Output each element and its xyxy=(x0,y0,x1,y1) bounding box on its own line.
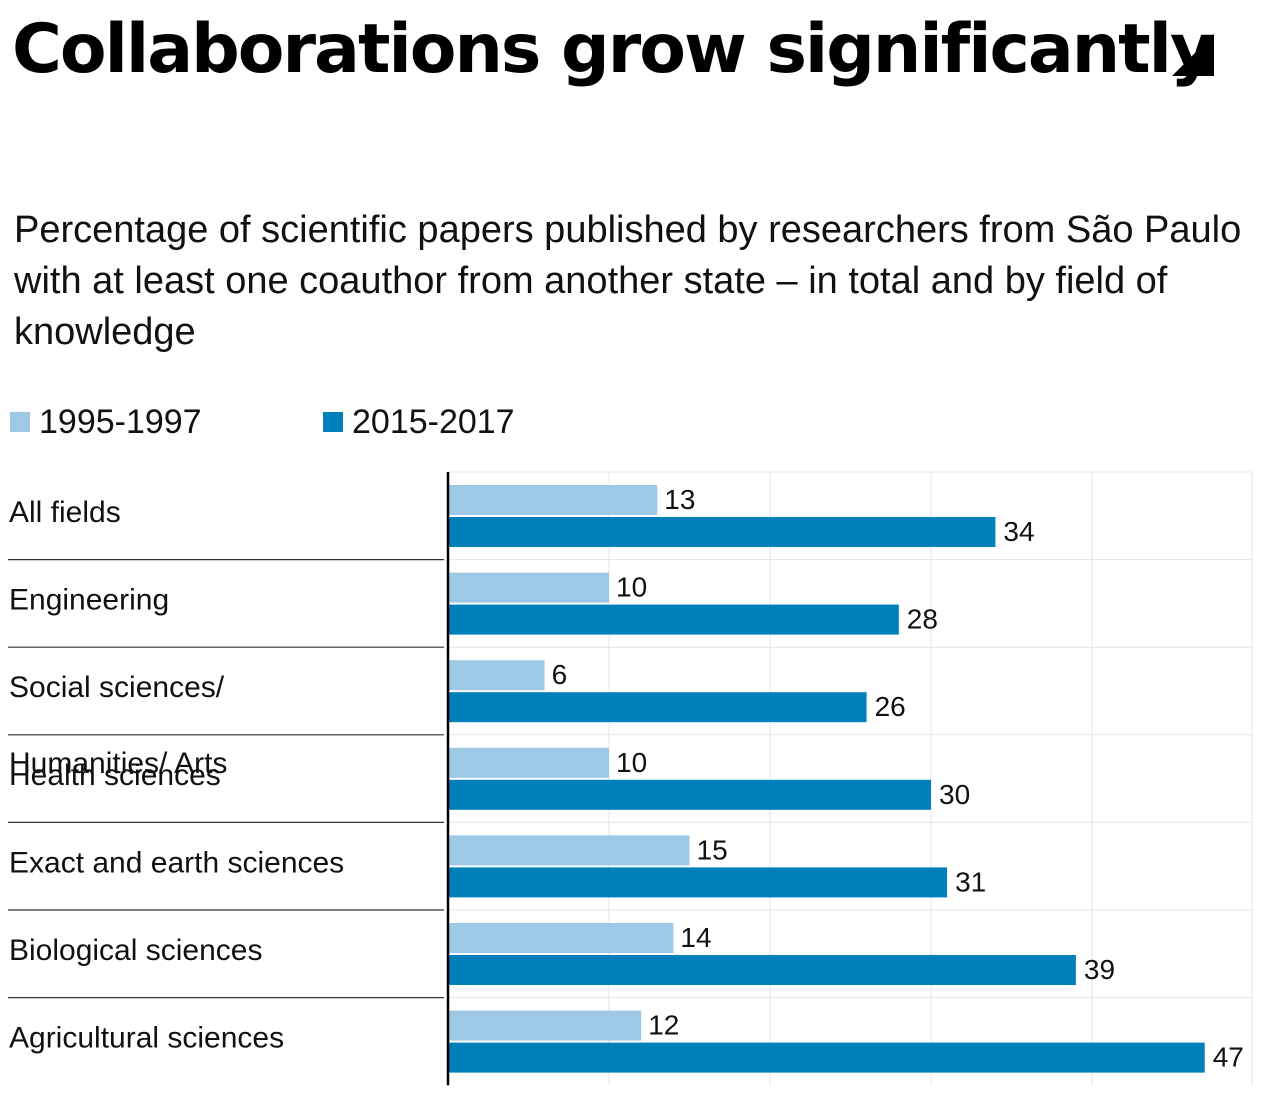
category-label: All fields xyxy=(9,496,121,529)
data-label: 10 xyxy=(616,572,647,603)
data-label: 47 xyxy=(1213,1042,1244,1073)
triangle-corner-icon xyxy=(1172,34,1214,76)
category-label: Humanities/ Arts xyxy=(9,747,227,780)
category-label: Exact and earth sciences xyxy=(9,846,344,879)
legend-label: 2015-2017 xyxy=(352,402,515,441)
chart-title: Collaborations grow significantly xyxy=(12,10,1214,89)
bar-1995-1997 xyxy=(448,660,545,691)
bar-2015-2017 xyxy=(448,517,996,547)
legend-swatch xyxy=(10,412,30,432)
data-label: 28 xyxy=(907,604,938,635)
chart-subtitle: Percentage of scientific papers publishe… xyxy=(14,209,1242,353)
legend-item-2015-2017: 2015-2017 xyxy=(323,402,515,442)
bar-2015-2017 xyxy=(448,867,948,898)
bar-1995-1997 xyxy=(448,485,658,515)
category-label: Agricultural sciences xyxy=(9,1022,284,1055)
data-label: 14 xyxy=(680,922,711,953)
bar-2015-2017 xyxy=(448,955,1076,985)
data-label: 39 xyxy=(1084,954,1115,985)
category-label: Biological sciences xyxy=(9,934,262,967)
legend-label: 1995-1997 xyxy=(39,402,202,441)
bar-1995-1997 xyxy=(448,1010,642,1041)
category-label: Engineering xyxy=(9,584,169,617)
bar-2015-2017 xyxy=(448,692,867,723)
data-label: 31 xyxy=(955,866,986,897)
category-label: Health sciences xyxy=(9,759,221,792)
data-label: 12 xyxy=(648,1010,679,1041)
bar-1995-1997 xyxy=(448,835,690,866)
data-label: 26 xyxy=(875,691,906,722)
data-label: 34 xyxy=(1003,516,1034,547)
bar-1995-1997 xyxy=(448,747,609,778)
data-label: 10 xyxy=(616,747,647,778)
bar-2015-2017 xyxy=(448,1042,1205,1073)
data-label: 6 xyxy=(552,659,568,690)
legend-swatch xyxy=(323,412,343,432)
category-label: Social sciences/ xyxy=(9,671,225,704)
bar-2015-2017 xyxy=(448,779,931,810)
data-label: 15 xyxy=(697,834,728,865)
data-label: 13 xyxy=(664,484,695,515)
bar-1995-1997 xyxy=(448,923,674,953)
legend-item-1995-1997: 1995-1997 xyxy=(10,402,202,442)
bar-2015-2017 xyxy=(448,604,899,635)
data-label: 30 xyxy=(939,779,970,810)
bar-1995-1997 xyxy=(448,572,609,603)
